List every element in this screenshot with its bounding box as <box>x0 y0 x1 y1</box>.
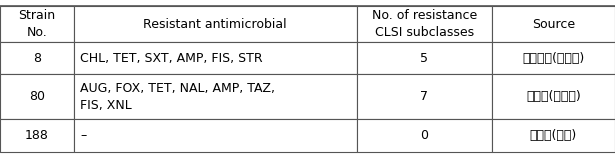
Text: Source: Source <box>532 18 575 31</box>
Text: 80: 80 <box>29 90 45 103</box>
Bar <box>74 74 357 119</box>
Bar <box>0 119 74 152</box>
Bar <box>74 119 357 152</box>
Text: 8: 8 <box>33 52 41 64</box>
Bar <box>357 74 492 119</box>
Text: AUG, FOX, TET, NAL, AMP, TAZ,
FIS, XNL: AUG, FOX, TET, NAL, AMP, TAZ, FIS, XNL <box>80 82 275 112</box>
Text: 5: 5 <box>420 52 429 64</box>
Text: 0: 0 <box>420 129 429 142</box>
Text: 7: 7 <box>420 90 429 103</box>
Text: No. of resistance
CLSI subclasses: No. of resistance CLSI subclasses <box>371 9 477 39</box>
Text: Strain
No.: Strain No. <box>18 9 55 39</box>
Bar <box>0 42 74 74</box>
Text: 188: 188 <box>25 129 49 142</box>
Text: 수산물(중국): 수산물(중국) <box>530 129 577 142</box>
Bar <box>0 74 74 119</box>
Bar <box>492 74 615 119</box>
Text: CHL, TET, SXT, AMP, FIS, STR: CHL, TET, SXT, AMP, FIS, STR <box>80 52 263 64</box>
Bar <box>357 6 492 42</box>
Text: 닭고기(브라질): 닭고기(브라질) <box>526 90 581 103</box>
Bar <box>74 6 357 42</box>
Text: 돼지고기(스페인): 돼지고기(스페인) <box>522 52 585 64</box>
Bar <box>492 6 615 42</box>
Text: –: – <box>80 129 86 142</box>
Bar <box>492 42 615 74</box>
Bar <box>492 119 615 152</box>
Text: Resistant antimicrobial: Resistant antimicrobial <box>143 18 287 31</box>
Bar <box>357 119 492 152</box>
Bar <box>74 42 357 74</box>
Bar <box>0 6 74 42</box>
Bar <box>357 42 492 74</box>
